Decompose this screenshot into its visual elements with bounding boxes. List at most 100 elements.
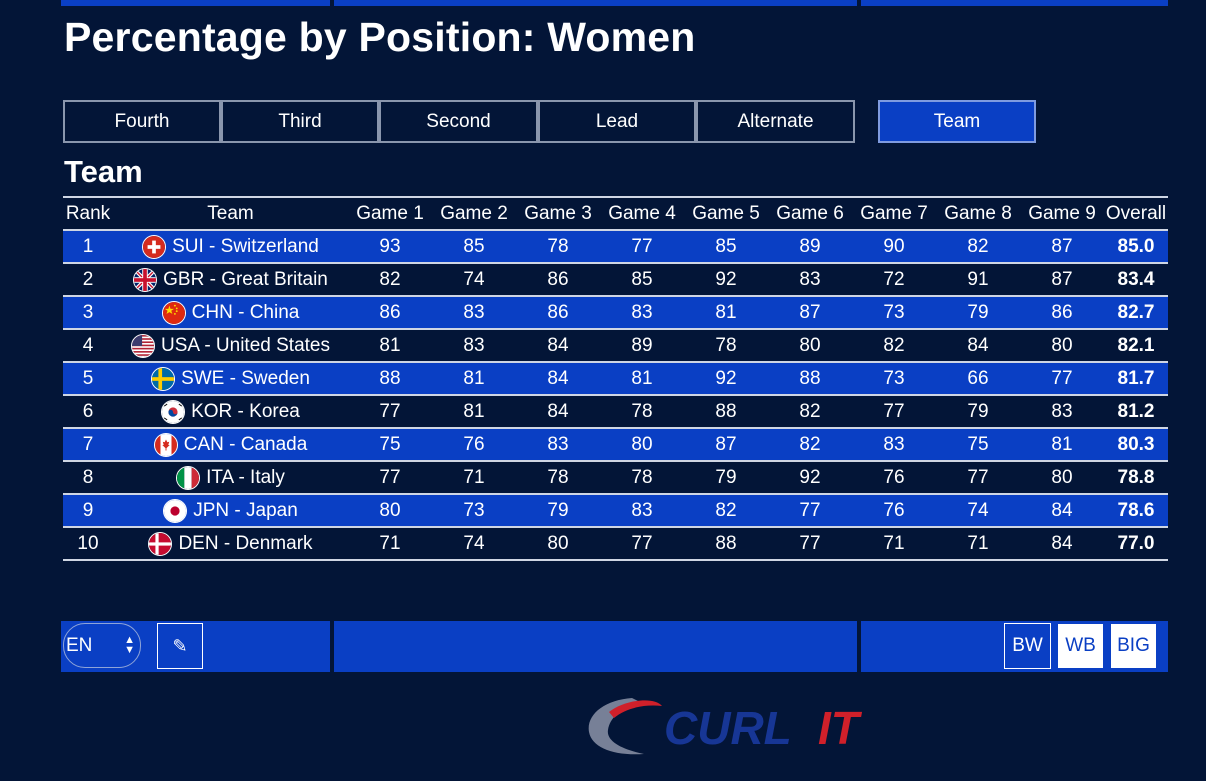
rank-cell: 3 xyxy=(82,301,94,323)
header-game-8: Game 8 xyxy=(936,196,1020,230)
game-2-cell: 71 xyxy=(463,466,485,488)
bw-view-button[interactable]: BW xyxy=(1004,623,1051,669)
overall-cell: 78.6 xyxy=(1117,499,1155,521)
team-name: GBR - Great Britain xyxy=(163,268,328,290)
team-name: KOR - Korea xyxy=(191,400,300,422)
game-7-cell: 71 xyxy=(883,532,905,554)
game-3-cell: 79 xyxy=(547,499,569,521)
big-view-button[interactable]: BIG xyxy=(1110,623,1157,669)
game-9-cell: 84 xyxy=(1051,532,1073,554)
team-cell: JPN - Japan xyxy=(113,494,348,527)
flag-chn-icon xyxy=(161,300,186,325)
flag-can-icon xyxy=(153,432,178,457)
game-6-cell: 92 xyxy=(799,466,821,488)
table-row: 8 ITA - Italy 77 71 78 78 79 92 76 77 80 78.8 xyxy=(63,461,1168,494)
game-2-cell: 85 xyxy=(463,235,485,257)
header-team: Team xyxy=(113,196,348,230)
game-2-cell: 81 xyxy=(463,367,485,389)
game-4-cell: 80 xyxy=(631,433,653,455)
game-8-cell: 77 xyxy=(967,466,989,488)
game-5-cell: 78 xyxy=(715,334,737,356)
game-6-cell: 82 xyxy=(799,433,821,455)
game-8-cell: 79 xyxy=(967,301,989,323)
overall-cell: 85.0 xyxy=(1117,235,1155,257)
game-3-cell: 86 xyxy=(547,301,569,323)
game-8-cell: 91 xyxy=(967,268,989,290)
overall-cell: 82.1 xyxy=(1117,334,1155,356)
top-accent-bar-right xyxy=(861,0,1168,6)
game-5-cell: 82 xyxy=(715,499,737,521)
game-7-cell: 90 xyxy=(883,235,905,257)
game-9-cell: 80 xyxy=(1051,334,1073,356)
flag-jpn-icon xyxy=(163,498,188,523)
game-3-cell: 78 xyxy=(547,466,569,488)
game-9-cell: 77 xyxy=(1051,367,1073,389)
tab-alternate[interactable]: Alternate xyxy=(696,100,855,143)
rank-cell: 8 xyxy=(82,466,94,488)
table-row: 3 CHN - China 86 83 86 83 81 87 73 79 86 82.7 xyxy=(63,296,1168,329)
game-3-cell: 86 xyxy=(547,268,569,290)
team-cell: GBR - Great Britain xyxy=(113,263,348,296)
tab-second[interactable]: Second xyxy=(379,100,538,143)
game-4-cell: 83 xyxy=(631,499,653,521)
team-name: USA - United States xyxy=(161,334,330,356)
game-7-cell: 82 xyxy=(883,334,905,356)
game-8-cell: 66 xyxy=(967,367,989,389)
game-8-cell: 74 xyxy=(967,499,989,521)
game-4-cell: 77 xyxy=(631,532,653,554)
team-name: SWE - Sweden xyxy=(181,367,310,389)
table-row: 2 GBR - Great Britain 82 74 86 85 92 83 72 91 87 83… xyxy=(63,263,1168,296)
header-overall: Overall xyxy=(1104,196,1168,230)
game-1-cell: 80 xyxy=(379,499,401,521)
game-4-cell: 78 xyxy=(631,400,653,422)
header-game-5: Game 5 xyxy=(684,196,768,230)
rank-cell: 5 xyxy=(82,367,94,389)
game-6-cell: 87 xyxy=(799,301,821,323)
game-7-cell: 72 xyxy=(883,268,905,290)
game-5-cell: 88 xyxy=(715,400,737,422)
flag-den-icon xyxy=(148,531,173,556)
team-name: CHN - China xyxy=(191,301,300,323)
tab-third[interactable]: Third xyxy=(221,100,379,143)
game-8-cell: 75 xyxy=(967,433,989,455)
game-6-cell: 77 xyxy=(799,499,821,521)
game-9-cell: 83 xyxy=(1051,400,1073,422)
tab-team[interactable]: Team xyxy=(878,100,1036,143)
flag-usa-icon xyxy=(131,333,156,358)
game-1-cell: 82 xyxy=(379,268,401,290)
flag-swe-icon xyxy=(151,366,176,391)
header-rank: Rank xyxy=(63,196,113,230)
game-7-cell: 77 xyxy=(883,400,905,422)
game-5-cell: 92 xyxy=(715,367,737,389)
tab-lead[interactable]: Lead xyxy=(538,100,696,143)
table-header-row: Rank Team Game 1 Game 2 Game 3 Game 4 Ga… xyxy=(63,196,1168,230)
game-6-cell: 89 xyxy=(799,235,821,257)
game-2-cell: 76 xyxy=(463,433,485,455)
game-1-cell: 71 xyxy=(379,532,401,554)
flag-ita-icon xyxy=(176,465,201,490)
team-name: SUI - Switzerland xyxy=(172,235,319,257)
game-4-cell: 85 xyxy=(631,268,653,290)
header-game-9: Game 9 xyxy=(1020,196,1104,230)
team-cell: CAN - Canada xyxy=(113,428,348,461)
game-7-cell: 73 xyxy=(883,301,905,323)
overall-cell: 80.3 xyxy=(1117,433,1155,455)
pencil-icon: ✎ xyxy=(172,635,188,656)
rank-cell: 7 xyxy=(82,433,94,455)
rank-cell: 2 xyxy=(82,268,94,290)
game-6-cell: 82 xyxy=(799,400,821,422)
overall-cell: 81.2 xyxy=(1117,400,1155,422)
game-1-cell: 77 xyxy=(379,400,401,422)
edit-button[interactable]: ✎ xyxy=(157,623,203,669)
table-row: 5 SWE - Sweden 88 81 84 81 92 88 73 66 77 81.7 xyxy=(63,362,1168,395)
tab-fourth[interactable]: Fourth xyxy=(63,100,221,143)
game-7-cell: 83 xyxy=(883,433,905,455)
game-8-cell: 82 xyxy=(967,235,989,257)
game-4-cell: 83 xyxy=(631,301,653,323)
language-select[interactable]: EN ▲ ▼ xyxy=(63,623,141,668)
team-name: JPN - Japan xyxy=(193,499,298,521)
table-row: 7 CAN - Canada 75 76 83 80 87 82 83 75 81 80.3 xyxy=(63,428,1168,461)
header-game-1: Game 1 xyxy=(348,196,432,230)
game-3-cell: 80 xyxy=(547,532,569,554)
wb-view-button[interactable]: WB xyxy=(1057,623,1104,669)
